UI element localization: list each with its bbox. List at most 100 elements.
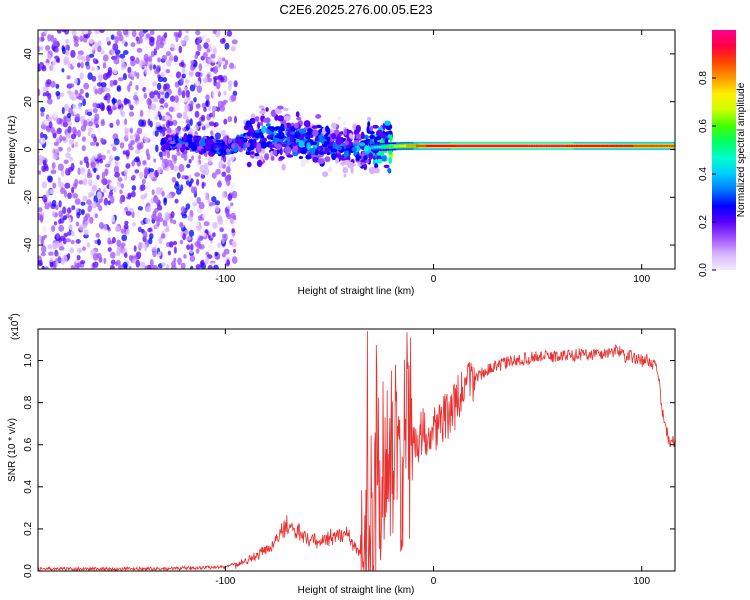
heatmap-cell	[102, 73, 109, 81]
heatmap-cell	[543, 144, 547, 148]
heatmap-cell	[367, 116, 372, 122]
heatmap-cell	[530, 144, 534, 148]
heatmap-cell	[207, 199, 211, 204]
heatmap-cell	[52, 40, 58, 46]
heatmap-cell	[144, 243, 148, 252]
heatmap-cell	[383, 145, 387, 148]
heatmap-cell	[220, 265, 224, 269]
heatmap-cell	[70, 240, 75, 245]
chart-title: C2E6.2025.276.00.05.E23	[279, 2, 432, 17]
heatmap-cell	[583, 144, 587, 148]
heatmap-cell	[86, 199, 92, 206]
heatmap-cell	[630, 144, 634, 148]
heatmap-cell	[119, 198, 123, 205]
heatmap-cell	[136, 127, 143, 135]
heatmap-cell	[93, 117, 99, 126]
heatmap-cell	[149, 162, 153, 167]
heatmap-cell	[88, 121, 93, 127]
heatmap-cell	[267, 126, 274, 130]
heatmap-cell	[153, 64, 156, 70]
heatmap-cell	[196, 178, 200, 186]
heatmap-cell	[61, 107, 65, 115]
heatmap-cell	[179, 221, 184, 228]
heatmap-cell	[277, 105, 284, 110]
heatmap-cell	[217, 74, 224, 80]
heatmap-cell	[122, 209, 126, 216]
heatmap-cell	[135, 57, 140, 65]
spectrogram-panel: -100 0 100 -40 -20 0 20 40 Height of straight l…	[7, 29, 676, 297]
heatmap-cell	[374, 163, 379, 169]
heatmap-cell	[116, 251, 121, 257]
heatmap-cell	[101, 171, 106, 179]
heatmap-cell	[113, 186, 117, 193]
heatmap-cell	[157, 76, 164, 83]
heatmap-cell	[108, 182, 115, 191]
heatmap-cell	[106, 104, 112, 111]
heatmap-cell	[173, 246, 177, 254]
heatmap-cell	[140, 60, 146, 65]
heatmap-cell	[56, 30, 62, 34]
heatmap-cell	[418, 144, 422, 148]
heatmap-cell	[70, 49, 76, 58]
heatmap-cell	[289, 135, 294, 143]
heatmap-cell	[294, 131, 301, 140]
heatmap-cell	[176, 188, 182, 195]
heatmap-cell	[595, 144, 599, 148]
heatmap-cell	[123, 169, 128, 176]
heatmap-cell	[217, 180, 222, 188]
heatmap-cell	[79, 160, 83, 165]
heatmap-cell	[106, 149, 111, 154]
heatmap-cell	[164, 228, 170, 233]
heatmap-cell	[46, 198, 51, 203]
heatmap-cell	[64, 30, 70, 35]
heatmap-cell	[149, 120, 153, 128]
heatmap-cell	[82, 98, 86, 107]
heatmap-cell	[227, 80, 233, 86]
heatmap-cell	[83, 215, 89, 222]
heatmap-cell	[343, 121, 347, 126]
heatmap-cell	[359, 162, 366, 165]
heatmap-cell	[150, 264, 156, 269]
heatmap-cell	[149, 91, 155, 99]
heatmap-cell	[643, 144, 647, 148]
y-tick-label: 0.4	[23, 479, 34, 493]
snr-y-label: SNR (10 * v/v)	[7, 418, 18, 482]
heatmap-cell	[176, 148, 180, 153]
heatmap-cell	[166, 193, 172, 199]
heatmap-cell	[158, 106, 164, 113]
heatmap-cell	[189, 100, 194, 107]
heatmap-cell	[169, 53, 173, 62]
heatmap-cell	[86, 242, 91, 248]
heatmap-cell	[388, 156, 393, 165]
heatmap-cell	[185, 203, 191, 210]
heatmap-cell	[290, 142, 297, 147]
heatmap-cell	[117, 161, 122, 166]
heatmap-cell	[52, 152, 58, 160]
heatmap-cell	[518, 144, 522, 148]
heatmap-cell	[138, 241, 144, 249]
heatmap-cell	[231, 39, 238, 45]
heatmap-cell	[87, 108, 93, 113]
heatmap-cell	[211, 58, 217, 63]
heatmap-cell	[127, 66, 132, 74]
heatmap-cell	[144, 192, 148, 199]
heatmap-cell	[63, 159, 69, 165]
heatmap-cell	[379, 150, 384, 156]
heatmap-cell	[178, 164, 185, 172]
heatmap-cell	[204, 256, 209, 265]
heatmap-cell	[188, 72, 194, 78]
heatmap-cell	[373, 167, 380, 174]
heatmap-cell	[113, 79, 118, 86]
heatmap-cell	[103, 197, 109, 206]
heatmap-cell	[203, 106, 207, 113]
heatmap-cell	[158, 236, 163, 245]
heatmap-cell	[219, 38, 226, 44]
heatmap-cell	[174, 134, 178, 141]
heatmap-cell	[231, 232, 235, 238]
heatmap-cell	[665, 144, 669, 148]
spectrogram-y-label: Frequency (Hz)	[7, 116, 18, 185]
heatmap-cell	[188, 229, 195, 237]
heatmap-cell	[157, 204, 163, 211]
heatmap-cell	[156, 82, 162, 91]
heatmap-cell	[132, 222, 136, 227]
